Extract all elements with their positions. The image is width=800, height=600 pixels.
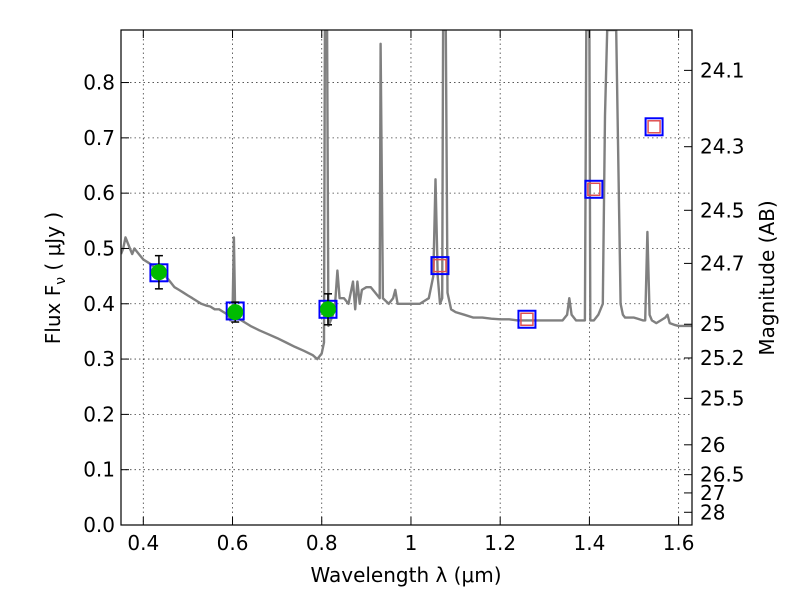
right-axis-label: Magnitude (AB) — [755, 200, 779, 355]
predicted-marker-2 — [587, 182, 601, 197]
observed-point-2 — [319, 301, 336, 318]
predicted-marker-1 — [520, 312, 534, 327]
observed-point-1 — [227, 304, 244, 321]
x-tick-label-6: 1.6 — [663, 531, 695, 555]
x-axis-label: Wavelength λ (μm) — [310, 563, 501, 587]
x-tick-label-4: 1.2 — [484, 531, 516, 555]
right-tick-label-1: 24.3 — [700, 135, 745, 159]
x-tick-label-3: 1 — [405, 531, 418, 555]
y-tick-label-0: 0.0 — [83, 513, 115, 537]
y-axis-label-unit: ( μJy ) — [41, 212, 65, 277]
markers — [149, 117, 664, 329]
x-tick-label-2: 0.8 — [306, 531, 338, 555]
right-tick-label-3: 24.7 — [700, 251, 745, 275]
y-tick-label-6: 0.6 — [83, 181, 115, 205]
right-tick-label-8: 26.5 — [700, 463, 745, 487]
right-tick-label-7: 26 — [700, 433, 725, 457]
predicted-marker-0 — [433, 258, 447, 273]
model-band-marker-5 — [584, 179, 604, 199]
x-ticks: 0.4 0.6 0.8 1 1.2 1.4 1.6 — [127, 30, 695, 555]
y-tick-label-7: 0.7 — [83, 126, 115, 150]
plot-frame — [120, 29, 693, 526]
y-tick-label-1: 0.1 — [83, 458, 115, 482]
model-band-marker-4 — [517, 309, 537, 329]
y-axis-label-main: Flux F — [41, 285, 65, 344]
y-axis-label-sub: ν — [53, 277, 69, 285]
y-tick-label-4: 0.4 — [83, 292, 115, 316]
right-tick-label-4: 25 — [700, 312, 725, 336]
x-tick-label-0: 0.4 — [127, 531, 159, 555]
right-tick-label-0: 24.1 — [700, 58, 745, 82]
right-tick-label-10: 28 — [700, 500, 725, 524]
y-tick-label-8: 0.8 — [83, 71, 115, 95]
y-ticks: 0.0 0.1 0.2 0.3 0.4 0.5 0.6 0.7 0.8 — [83, 71, 129, 537]
right-tick-label-2: 24.5 — [700, 198, 745, 222]
model-band-marker-3 — [430, 256, 450, 276]
right-tick-label-5: 25.2 — [700, 346, 745, 370]
y-tick-label-2: 0.2 — [83, 402, 115, 426]
right-tick-label-6: 25.5 — [700, 386, 745, 410]
x-tick-label-5: 1.4 — [573, 531, 605, 555]
y-axis-label: Flux Fν ( μJy ) — [41, 212, 69, 344]
predicted-marker-3 — [647, 120, 661, 134]
spectrum-line — [121, 30, 692, 361]
x-tick-label-1: 0.6 — [217, 531, 249, 555]
y-tick-label-5: 0.5 — [83, 236, 115, 260]
observed-point-0 — [150, 264, 167, 281]
model-band-marker-6 — [644, 117, 664, 137]
right-tick-label-9: 27 — [700, 481, 725, 505]
y-tick-label-3: 0.3 — [83, 347, 115, 371]
